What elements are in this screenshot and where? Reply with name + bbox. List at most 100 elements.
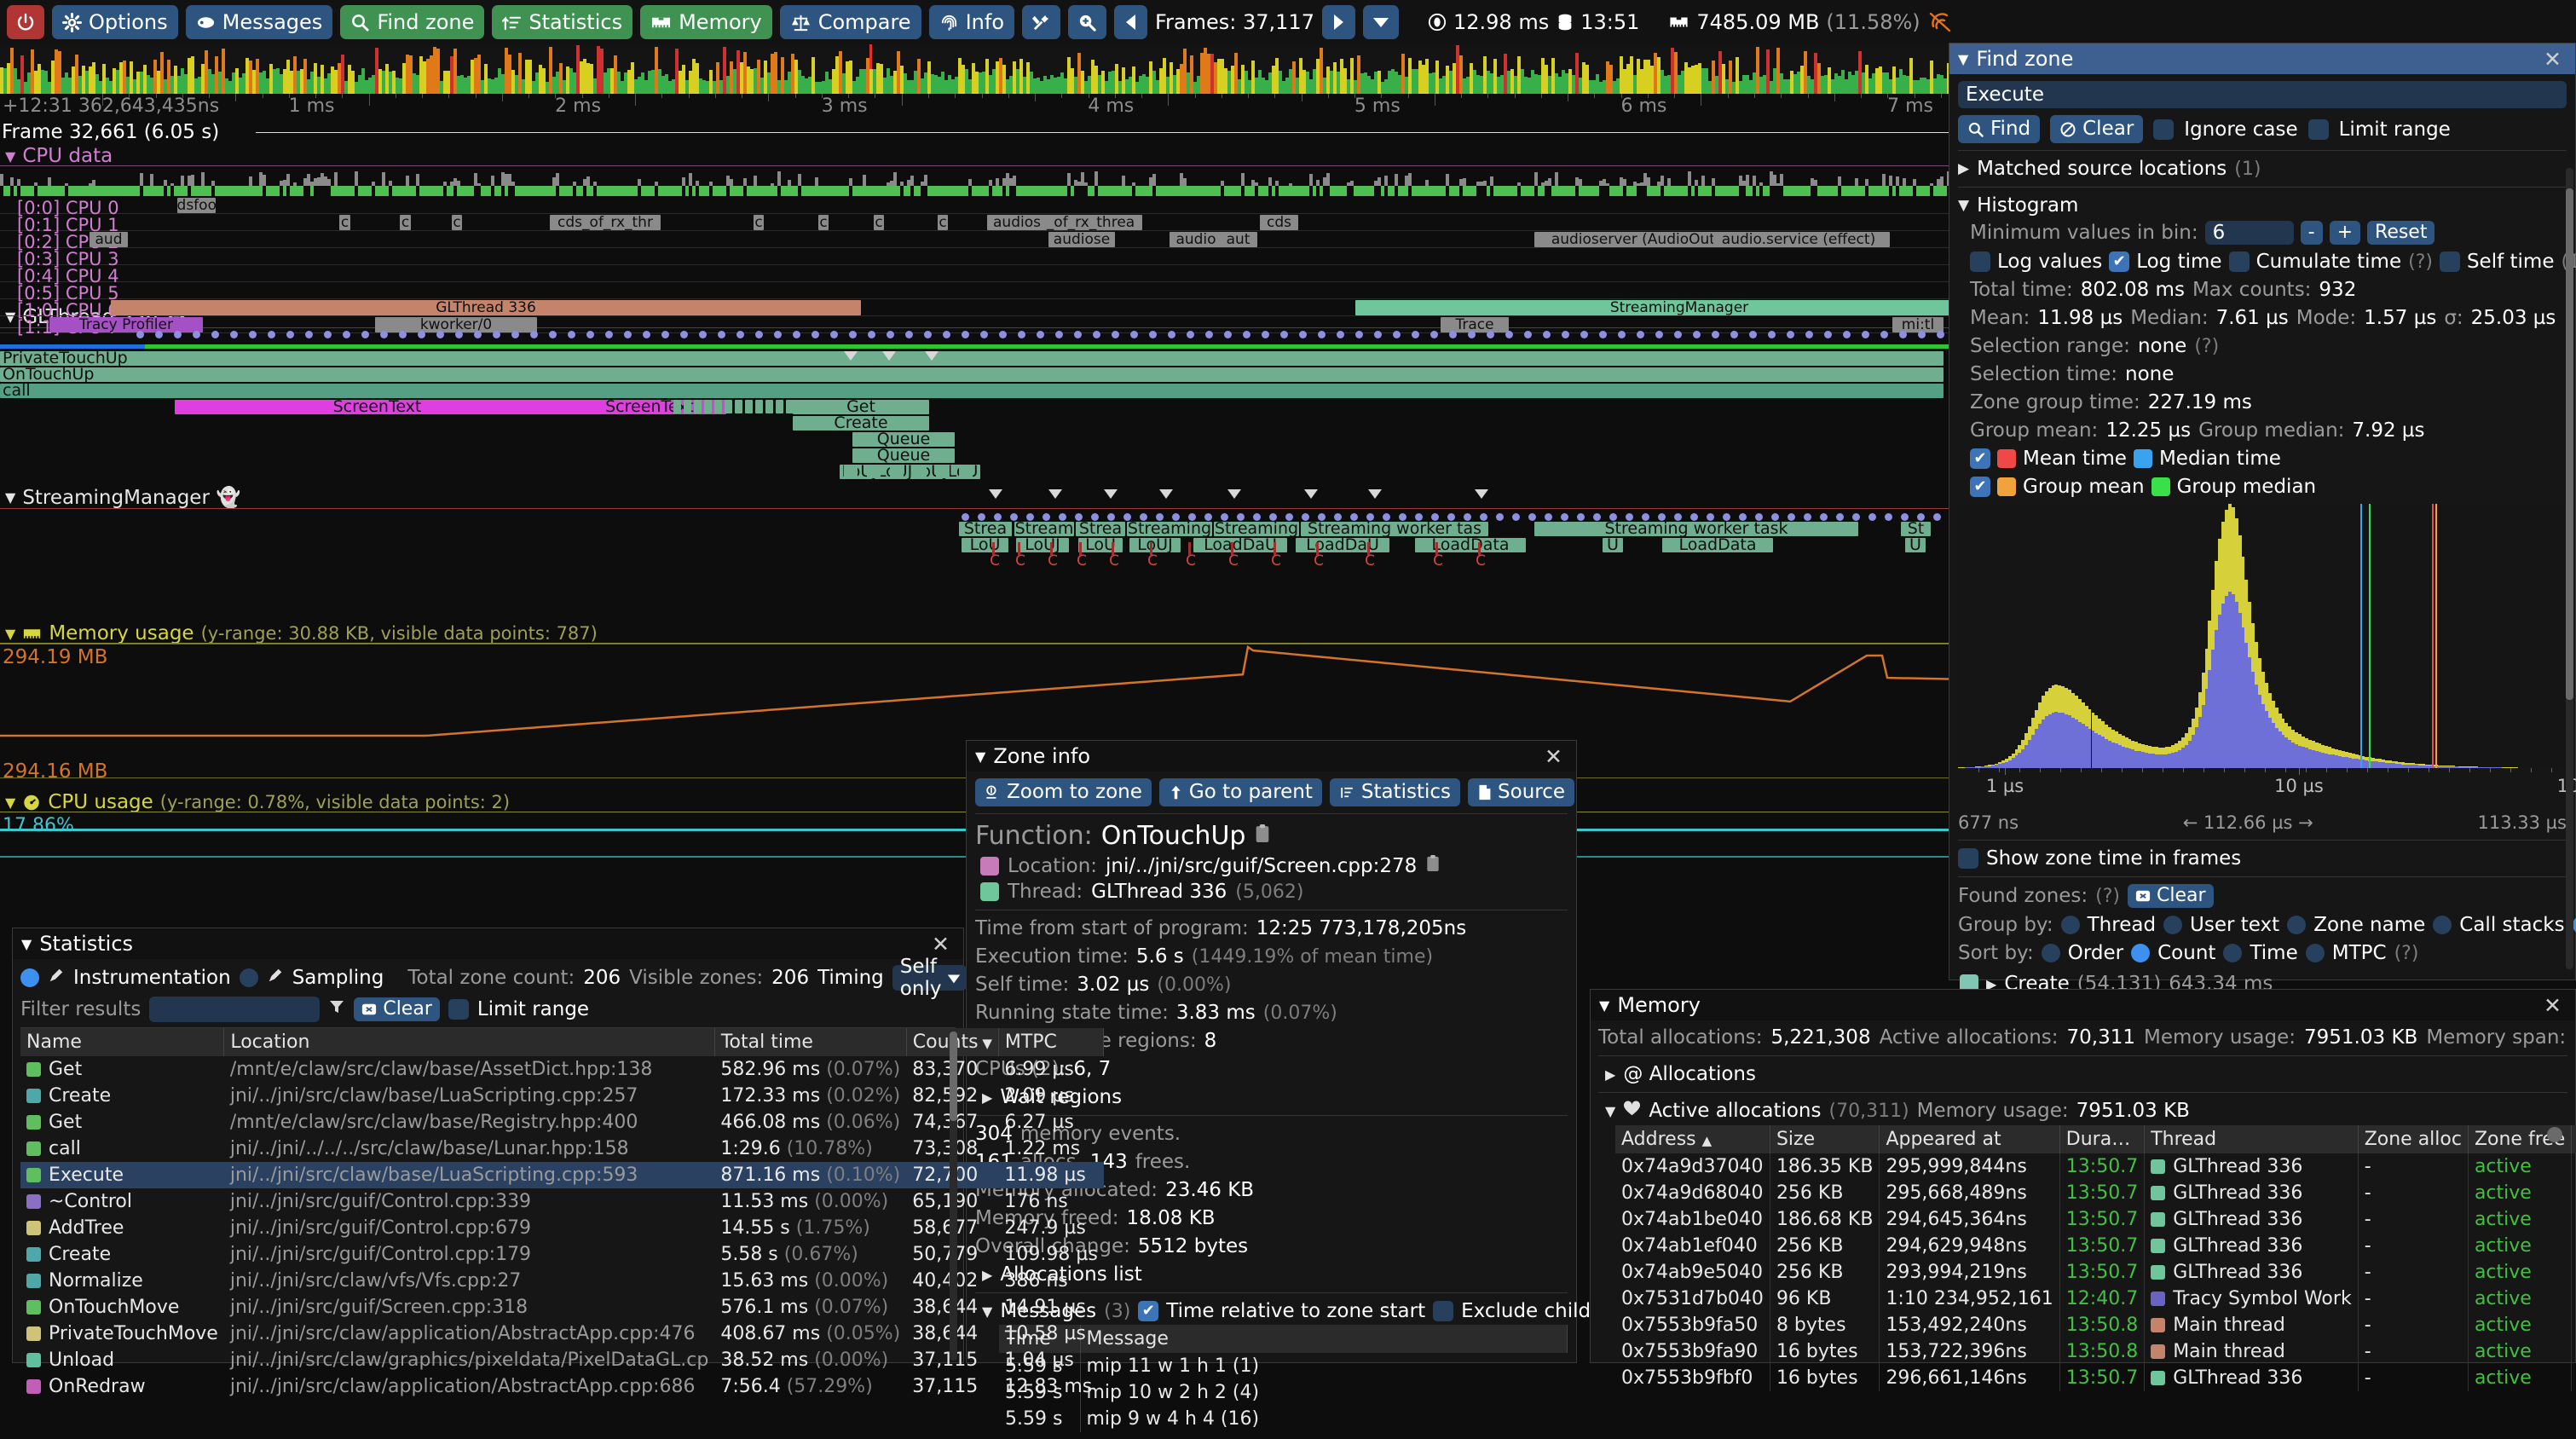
ghost-sample-dot[interactable] [1075,513,1083,521]
cpu-core-activity-bar[interactable] [283,186,286,196]
ghost-sample-dot[interactable] [1468,331,1476,338]
cpu-zone[interactable]: c [754,215,764,230]
timeline-zone[interactable] [714,400,722,413]
cpu-core-usage-bar[interactable] [1446,174,1449,186]
cpu-core-activity-bar[interactable] [985,186,989,196]
cpu-zone[interactable]: c [339,215,350,230]
cpu-core-usage-bar[interactable] [1579,179,1582,186]
sort-by-radio-mtpc[interactable] [2306,944,2325,962]
cpu-core-usage-bar[interactable] [1688,171,1691,186]
ghost-sample-dot[interactable] [755,331,763,338]
timeline-zone[interactable] [959,465,973,478]
cpu-core-usage-bar[interactable] [996,178,999,186]
ghost-sample-dot[interactable] [887,331,894,338]
statistics-scrollbar-thumb[interactable] [950,1032,957,1121]
timeline-zone[interactable]: Strea [1076,522,1125,536]
ghost-sample-dot[interactable] [1868,513,1876,521]
timeline-zone[interactable]: St [1901,522,1931,536]
table-row[interactable]: Get/mnt/e/claw/src/claw/base/AssetDict.h… [20,1056,1104,1083]
ghost-sample-dot[interactable] [830,331,838,338]
cpu-core-usage-bar[interactable] [1241,173,1245,186]
cpu-core-activity-bar[interactable] [1238,186,1241,196]
ghost-sample-dot[interactable] [1917,513,1925,521]
cpu-core-usage-bar[interactable] [191,175,194,186]
self-time-checkbox[interactable] [2440,251,2460,272]
ghost-sample-dot[interactable] [1464,513,1471,521]
cpu-core-activity-bar[interactable] [184,186,188,196]
cpu-core-usage-bar[interactable] [1067,173,1071,186]
cpu-core-usage-bar[interactable] [140,173,143,186]
cpu-core-usage-bar[interactable] [1183,178,1187,186]
ghost-sample-dot[interactable] [1253,513,1261,521]
cpu-core-activity-bar[interactable] [897,186,900,196]
cpu-core-activity-bar[interactable] [1944,186,1947,196]
cpu-core-activity-bar[interactable] [1442,186,1446,196]
sort-by-radio-time[interactable] [2223,944,2242,962]
timeline-zone[interactable] [704,400,712,413]
cpu-zone[interactable]: aud [90,232,128,247]
tools-button[interactable] [1022,5,1060,39]
ghost-sample-dot[interactable] [361,331,369,338]
cpu-core-usage-bar[interactable] [10,177,14,186]
cpu-core-usage-bar[interactable] [743,178,747,186]
cpu-core-activity-bar[interactable] [1596,186,1599,196]
ghost-sample-dot[interactable] [1224,331,1232,338]
timeline-zone[interactable] [867,465,881,478]
ghost-sample-dot[interactable] [1723,513,1730,521]
cpu-core-activity-bar[interactable] [1456,186,1459,196]
cpu-core-usage-bar[interactable] [416,174,419,186]
cpu-core-usage-bar[interactable] [0,174,3,186]
cpu-core-usage-bar[interactable] [1896,176,1899,186]
cpu-core-activity-bar[interactable] [1371,186,1374,196]
ghost-sample-dot[interactable] [1480,513,1487,521]
cpu-core-usage-bar[interactable] [1814,180,1817,186]
ghost-sample-dot[interactable] [643,331,650,338]
ghost-sample-dot[interactable] [286,331,294,338]
cpu-core-usage-bar[interactable] [1490,176,1493,186]
ghost-sample-dot[interactable] [1431,513,1439,521]
ghost-sample-dot[interactable] [343,331,350,338]
timeline-zone[interactable] [684,400,691,413]
ghost-sample-dot[interactable] [1112,331,1119,338]
cpu-core-usage-bar[interactable] [1701,176,1705,186]
allocations-group-row[interactable]: ▶ @ Allocations [1605,1063,2567,1085]
cpu-core-activity-bar[interactable] [1862,186,1865,196]
ghost-sample-dot[interactable] [1204,513,1212,521]
ghost-sample-dot[interactable] [1188,513,1196,521]
cpu-core-usage-bar[interactable] [556,173,559,186]
table-row[interactable]: Get/mnt/e/claw/src/claw/base/Registry.hp… [20,1109,1104,1136]
cpu-core-activity-bar[interactable] [385,186,389,196]
ghost-sample-dot[interactable] [305,331,313,338]
cpu-core-usage-bar[interactable] [777,171,781,186]
ghost-sample-dot[interactable] [1739,513,1747,521]
cpu-core-activity-bar[interactable] [1473,186,1476,196]
ghost-sample-dot[interactable] [1918,331,1926,338]
timeline-zone[interactable]: LoadData [1662,538,1773,552]
cpu-core-usage-bar[interactable] [1838,176,1841,186]
cpu-core-activity-bar[interactable] [723,186,726,196]
group-mean-checkbox[interactable] [1970,477,1990,497]
cpu-core-activity-bar[interactable] [208,186,211,196]
cpu-core-usage-bar[interactable] [1695,180,1698,186]
ghost-sample-dot[interactable] [994,513,1002,521]
ghost-sample-dot[interactable] [1730,331,1738,338]
min-values-decrement[interactable]: - [2301,221,2323,245]
ghost-sample-dot[interactable] [1577,513,1585,521]
ghost-sample-dot[interactable] [230,331,238,338]
close-icon[interactable]: ✕ [927,932,955,956]
ghost-sample-dot[interactable] [1505,331,1513,338]
timeline-zone[interactable]: LoUJ [1129,538,1181,552]
cpu-core-usage-bar[interactable] [586,176,590,186]
ghost-sample-dot[interactable] [1187,331,1194,338]
cpu-core-usage-bar[interactable] [263,175,266,186]
cpu-core-activity-bar[interactable] [651,186,655,196]
cpu-core-usage-bar[interactable] [730,179,733,186]
